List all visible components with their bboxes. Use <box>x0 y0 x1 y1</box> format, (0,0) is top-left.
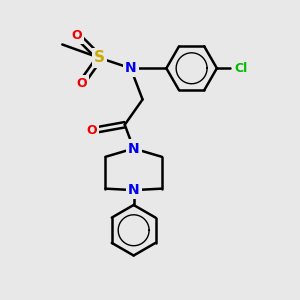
Text: O: O <box>87 124 98 137</box>
Text: N: N <box>128 142 140 155</box>
Text: Cl: Cl <box>235 62 248 75</box>
Text: O: O <box>76 76 87 90</box>
Text: O: O <box>72 29 83 42</box>
Text: N: N <box>128 183 140 197</box>
Text: N: N <box>125 61 136 75</box>
Text: S: S <box>94 50 105 65</box>
